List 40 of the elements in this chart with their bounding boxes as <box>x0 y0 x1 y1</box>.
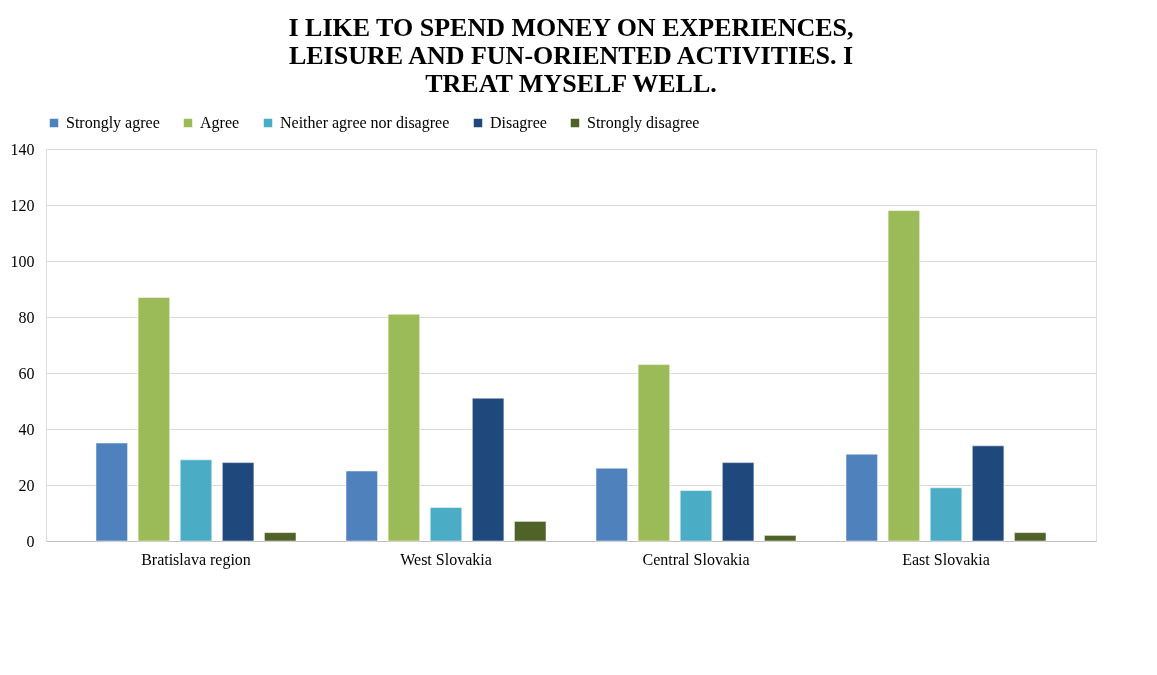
x-tick-label: Central Slovakia <box>642 550 750 568</box>
x-tick-label: Bratislava region <box>141 550 251 569</box>
bar <box>514 521 547 542</box>
bar <box>222 462 255 542</box>
y-tick-label: 0 <box>26 532 35 550</box>
bar <box>137 297 170 542</box>
legend-label: Agree <box>200 114 240 132</box>
text: TREAT MYSELF WELL. <box>425 69 717 98</box>
legend-label: Neither agree nor disagree <box>280 114 450 132</box>
x-tick-label: West Slovakia <box>400 550 492 568</box>
y-tick-label: 100 <box>10 252 35 270</box>
y-tick-label: 80 <box>18 308 35 326</box>
bar <box>1014 532 1047 542</box>
bar <box>264 532 297 542</box>
y-tick-label: 20 <box>18 476 35 494</box>
bar <box>764 535 797 542</box>
bar <box>887 210 920 542</box>
text: LEISURE AND FUN-ORIENTED ACTIVITIES. I <box>288 41 854 70</box>
x-tick-label: East Slovakia <box>902 550 990 568</box>
legend-label: Strongly agree <box>66 114 160 132</box>
bar <box>387 313 420 542</box>
bar <box>595 467 628 542</box>
bar <box>972 445 1005 542</box>
bar <box>345 470 378 542</box>
bar <box>429 507 463 542</box>
bar <box>472 397 505 542</box>
text: I LIKE TO SPEND MONEY ON EXPERIENCES, <box>288 13 854 42</box>
bar <box>637 364 670 542</box>
legend-label: Strongly disagree <box>587 114 700 132</box>
bar <box>679 490 713 542</box>
y-tick-label: 40 <box>18 420 35 438</box>
bar <box>722 462 755 542</box>
legend-label: Disagree <box>490 114 547 132</box>
bar <box>179 459 213 542</box>
y-tick-label: 140 <box>10 140 35 158</box>
bar <box>845 453 878 542</box>
y-tick-label: 120 <box>10 196 35 214</box>
bar <box>95 442 128 542</box>
bar <box>929 487 963 542</box>
y-tick-label: 60 <box>18 364 35 382</box>
